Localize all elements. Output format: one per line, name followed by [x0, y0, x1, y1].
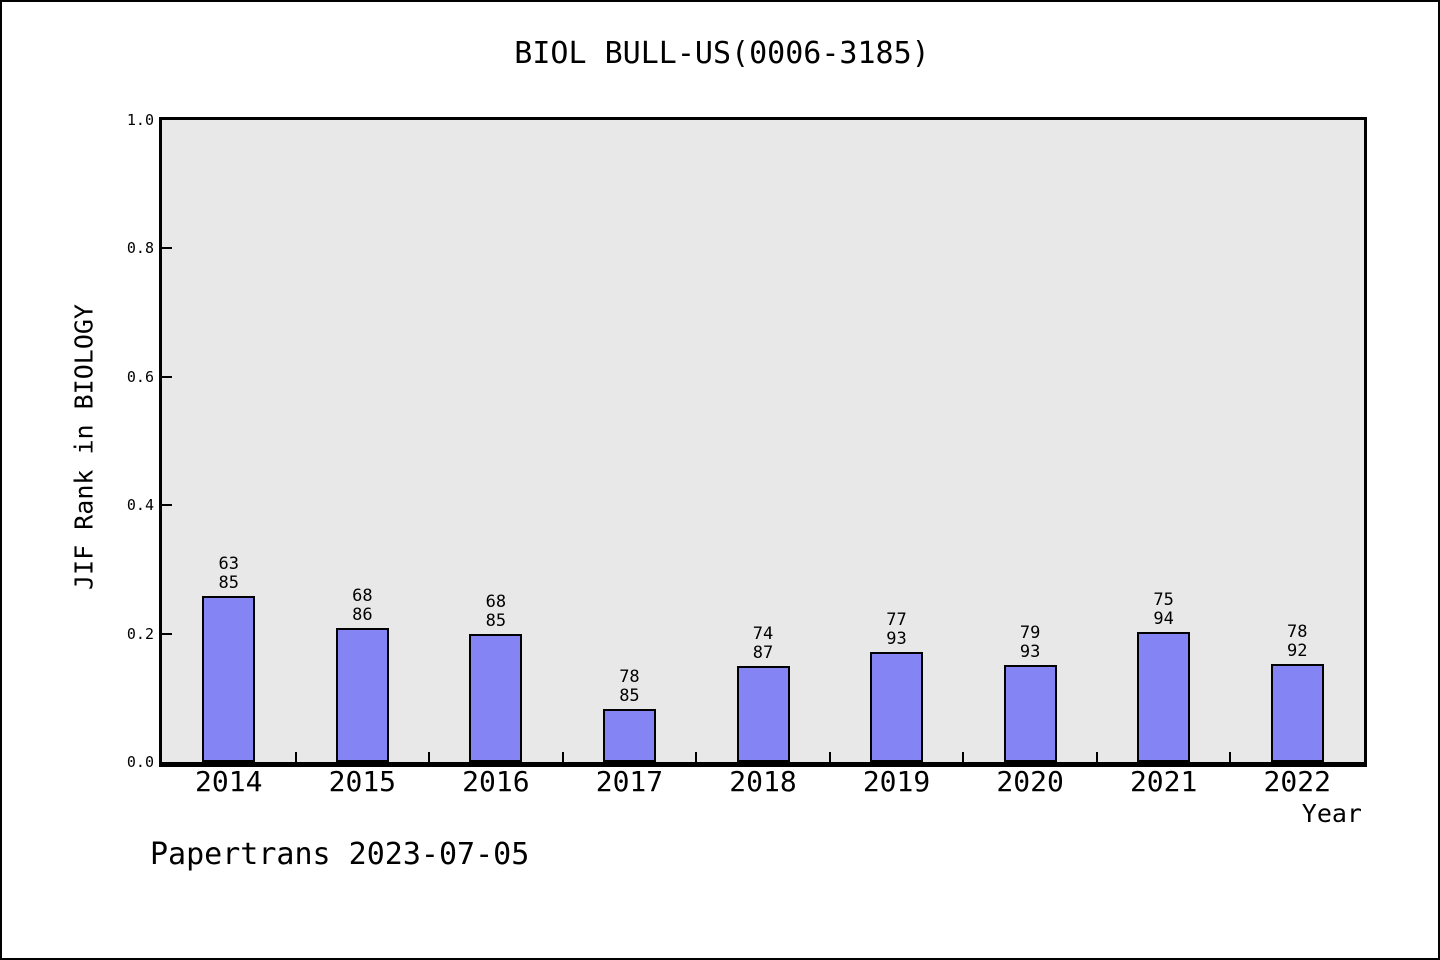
bar: [870, 652, 924, 762]
bar: [1003, 665, 1057, 762]
bar: [1270, 664, 1324, 762]
x-tick-mark: [828, 752, 831, 762]
x-tick-mark: [1095, 752, 1098, 762]
y-tick-label: 0.4: [126, 496, 154, 515]
bar-value-label: 74 87: [752, 624, 774, 663]
y-tick-mark: [162, 247, 172, 250]
bar-value-label: 63 85: [218, 554, 240, 593]
x-tick-mark: [962, 752, 965, 762]
x-tick-label: 2019: [862, 765, 931, 798]
x-tick-label: 2017: [595, 765, 664, 798]
y-tick-label: 0.2: [126, 624, 154, 643]
y-tick-label: 0.8: [126, 239, 154, 258]
y-tick-label: 0.6: [126, 367, 154, 386]
bar-value-label: 77 93: [886, 610, 907, 649]
x-tick-mark: [428, 752, 431, 762]
y-tick-mark: [162, 375, 172, 378]
x-tick-mark: [561, 752, 564, 762]
bar: [1137, 632, 1191, 762]
chart-title: BIOL BULL-US(0006-3185): [514, 36, 930, 71]
bar: [335, 628, 389, 762]
y-tick-mark: [162, 632, 172, 635]
x-tick-label: 2014: [195, 765, 263, 798]
plot-area: 63 85 68 86 68 85 78 85 74 87 77 93 79 93 75 94…: [159, 117, 1367, 767]
x-tick-label: 2021: [1129, 765, 1198, 798]
x-tick-label: 2018: [729, 765, 797, 798]
bar-value-label: 78 92: [1286, 622, 1308, 661]
x-tick-label: 2020: [996, 765, 1064, 798]
x-tick-mark: [1229, 752, 1232, 762]
x-tick-mark: [695, 752, 698, 762]
bar-value-label: 78 85: [619, 667, 640, 706]
x-axis-title: Year: [1301, 799, 1362, 828]
bar: [736, 666, 790, 762]
x-tick-mark: [294, 752, 297, 762]
bar-value-label: 79 93: [1019, 623, 1041, 662]
bar: [202, 596, 256, 762]
x-tick-label: 2022: [1263, 765, 1331, 798]
x-tick-label: 2015: [328, 765, 397, 798]
bar-value-label: 75 94: [1153, 590, 1174, 629]
y-tick-label: 1.0: [126, 111, 154, 129]
y-axis-label: JIF Rank in BIOLOGY: [69, 304, 99, 590]
bar: [469, 634, 523, 762]
bar-value-label: 68 86: [352, 586, 373, 625]
bar: [602, 709, 656, 762]
x-tick-label: 2016: [462, 765, 530, 798]
watermark-text: Papertrans 2023-07-05: [150, 837, 530, 872]
y-tick-label: 0.0: [126, 753, 154, 771]
y-tick-mark: [162, 504, 172, 507]
bar-value-label: 68 85: [485, 592, 507, 631]
